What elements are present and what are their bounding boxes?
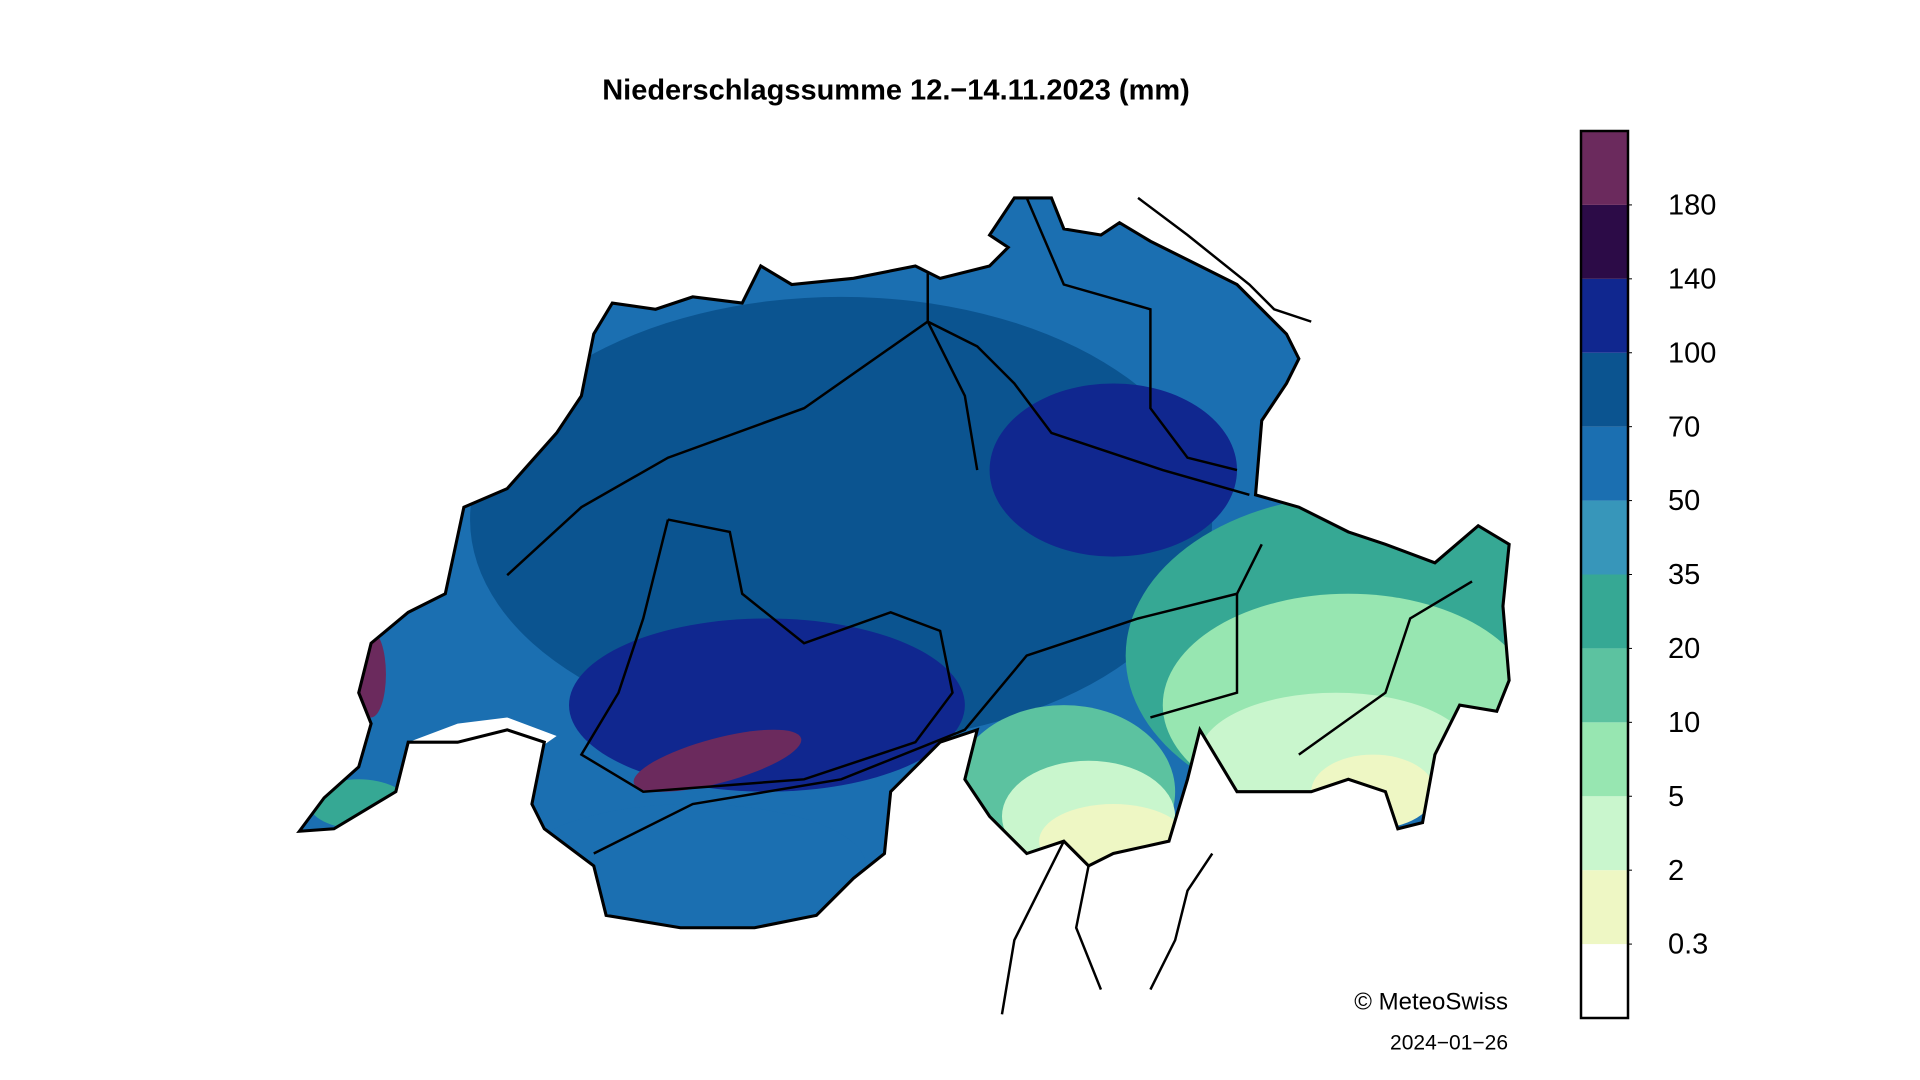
colorbar-bin [1581,648,1628,723]
colorbar-bin [1581,500,1628,575]
colorbar-tick-label: 180 [1668,190,1716,222]
colorbar-tick-label: 10 [1668,707,1700,739]
colorbar-bin [1581,352,1628,427]
colorbar-bin [1581,574,1628,649]
switzerland-map [296,196,1511,1015]
colorbar-tick-label: 100 [1668,337,1716,369]
colorbar-tick-label: 140 [1668,263,1716,295]
colorbar-tick-label: 35 [1668,559,1700,591]
colorbar-tick-label: 2 [1668,855,1684,887]
credit: © MeteoSwiss [1354,988,1508,1015]
date: 2024−01−26 [1390,1032,1508,1055]
colorbar-tick-label: 20 [1668,633,1700,665]
colorbar-bin [1581,870,1628,945]
colorbar-bin [1581,722,1628,797]
colorbar-bin [1581,131,1628,205]
map-title: Niederschlagssumme 12.−14.11.2023 (mm) [602,75,1190,107]
colorbar-bin [1581,944,1628,1018]
colorbar: 0.3 2 5 10 20 35 50 70 100 140 180 [1579,129,1716,1020]
colorbar-tick-label: 70 [1668,411,1700,443]
colorbar-bin [1581,204,1628,279]
colorbar-tick-label: 5 [1668,781,1684,813]
colorbar-tick-label: 0.3 [1668,929,1708,961]
colorbar-bin [1581,426,1628,501]
colorbar-bin [1581,278,1628,353]
colorbar-bin [1581,796,1628,871]
colorbar-tick-label: 50 [1668,485,1700,517]
